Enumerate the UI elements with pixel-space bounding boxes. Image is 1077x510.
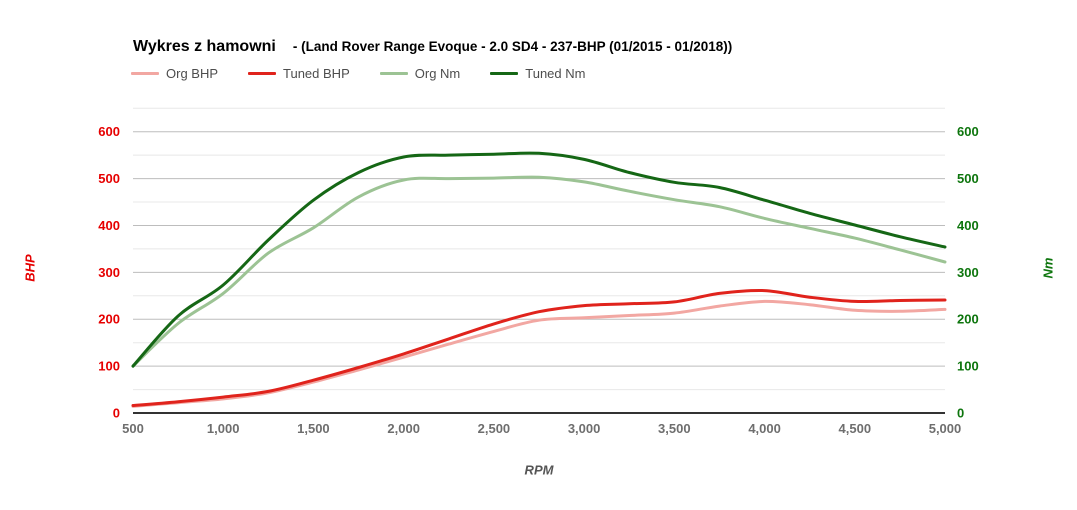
left-y-tick-label: 300	[98, 265, 120, 280]
x-tick-label: 2,000	[387, 421, 420, 436]
series-curve-tuned-bhp	[131, 288, 947, 407]
legend-label-tuned-nm: Tuned Nm	[525, 66, 586, 81]
x-tick-label: 3,500	[658, 421, 691, 436]
x-tick-label: 3,000	[568, 421, 601, 436]
legend-label-org-nm: Org Nm	[414, 66, 461, 81]
chart-title: Wykres z hamowni	[133, 38, 276, 55]
x-axis-title-rpm: RPM	[524, 462, 554, 478]
chart-legend: Org BHP Tuned BHP Org Nm Tuned Nm	[131, 66, 585, 81]
chart-header: Wykres z hamowni - (Land Rover Range Evo…	[133, 38, 732, 56]
series-curve-org-bhp	[131, 299, 947, 408]
right-y-tick-label: 300	[957, 265, 979, 280]
series-curve-tuned-nm	[131, 151, 947, 368]
left-y-tick-label: 200	[98, 312, 120, 327]
left-y-tick-label: 600	[98, 124, 120, 139]
left-y-tick-label: 0	[113, 406, 120, 421]
left-y-tick-label: 500	[98, 171, 120, 186]
legend-label-org-bhp: Org BHP	[166, 66, 219, 81]
x-tick-label: 1,000	[207, 421, 240, 436]
x-tick-label: 4,000	[748, 421, 781, 436]
x-tick-label: 5,000	[929, 421, 962, 436]
series-curve-org-nm	[131, 175, 947, 368]
legend-item-tuned-nm: Tuned Nm	[490, 66, 585, 81]
right-y-tick-label: 500	[957, 171, 979, 186]
org-nm-line-icon	[379, 72, 408, 75]
legend-label-tuned-bhp: Tuned BHP	[283, 66, 350, 81]
right-y-tick-label: 0	[957, 406, 964, 421]
right-y-tick-label: 100	[957, 359, 979, 374]
right-y-tick-label: 200	[957, 312, 979, 327]
legend-item-org-bhp: Org BHP	[131, 66, 218, 81]
right-y-tick-label: 600	[957, 124, 979, 139]
chart-subtitle: - (Land Rover Range Evoque - 2.0 SD4 - 2…	[292, 39, 733, 54]
org-bhp-line-icon	[131, 72, 159, 75]
tuned-nm-line-icon	[490, 72, 519, 75]
x-tick-label: 4,500	[839, 421, 872, 436]
left-y-tick-label: 100	[98, 359, 120, 374]
tuned-bhp-line-icon	[248, 72, 277, 75]
left-y-tick-label: 400	[98, 218, 120, 233]
x-tick-label: 2,500	[478, 421, 511, 436]
right-y-tick-label: 400	[957, 218, 979, 233]
legend-item-org-nm: Org Nm	[379, 66, 461, 81]
x-tick-label: 500	[122, 421, 144, 436]
legend-item-tuned-bhp: Tuned BHP	[248, 66, 350, 81]
x-tick-label: 1,500	[297, 421, 330, 436]
